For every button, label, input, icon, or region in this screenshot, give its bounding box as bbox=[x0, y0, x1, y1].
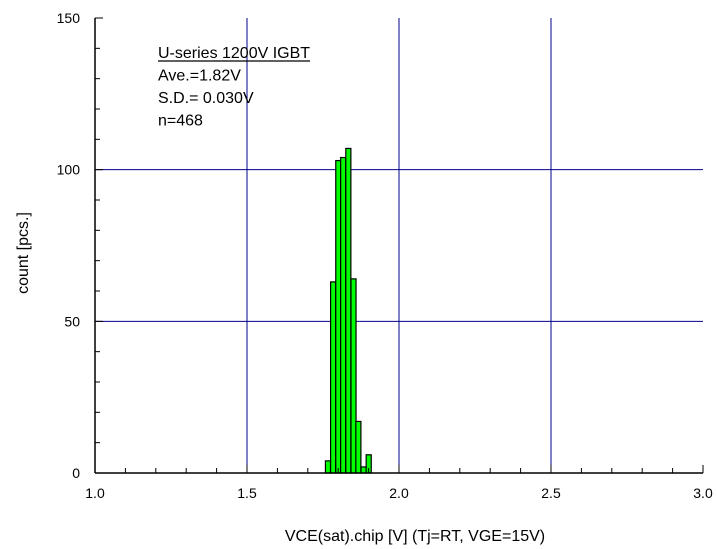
y-tick-label: 100 bbox=[57, 162, 81, 178]
annotation-line: U-series 1200V IGBT bbox=[158, 45, 310, 62]
histogram-bar bbox=[355, 420, 362, 474]
x-tick-label: 1.0 bbox=[85, 485, 105, 501]
histogram-bar bbox=[340, 156, 347, 474]
y-tick-label: 0 bbox=[72, 465, 80, 481]
annotation-line: Ave.=1.82V bbox=[158, 68, 241, 85]
histogram-bars bbox=[324, 147, 372, 474]
grid-lines bbox=[95, 18, 703, 473]
x-tick-label: 2.0 bbox=[389, 485, 409, 501]
histogram-bar bbox=[324, 460, 332, 474]
histogram-bar bbox=[345, 147, 352, 474]
y-tick-label: 150 bbox=[57, 10, 81, 26]
stats-annotation: U-series 1200V IGBT Ave.=1.82V S.D.= 0.030… bbox=[158, 45, 310, 130]
tick-labels: 0 50 100 150 1.0 1.5 2.0 2.5 3.0 bbox=[57, 10, 713, 501]
annotation-line: n=468 bbox=[158, 113, 203, 130]
histogram-bar bbox=[360, 466, 367, 474]
y-tick-label: 50 bbox=[64, 313, 80, 329]
y-axis-label: count [pcs.] bbox=[15, 212, 32, 294]
x-tick-label: 2.5 bbox=[541, 485, 561, 501]
histogram-bar bbox=[330, 281, 337, 474]
annotation-line: S.D.= 0.030V bbox=[158, 90, 254, 107]
tick-marks bbox=[94, 17, 704, 474]
x-axis-label: VCE(sat).chip [V] (Tj=RT, VGE=15V) bbox=[285, 528, 545, 545]
x-tick-label: 1.5 bbox=[237, 485, 257, 501]
x-tick-label: 3.0 bbox=[693, 485, 713, 501]
